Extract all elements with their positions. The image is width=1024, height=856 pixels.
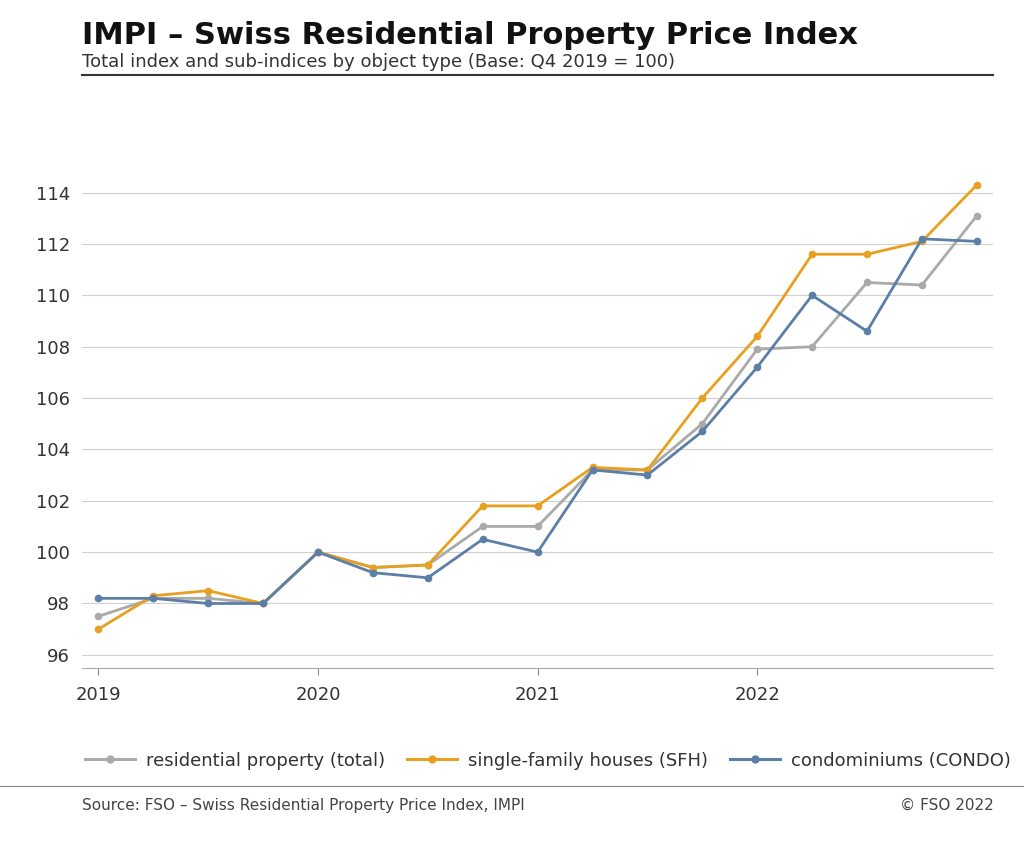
Text: © FSO 2022: © FSO 2022 bbox=[899, 798, 993, 813]
Text: IMPI – Swiss Residential Property Price Index: IMPI – Swiss Residential Property Price … bbox=[82, 21, 858, 51]
Text: Source: FSO – Swiss Residential Property Price Index, IMPI: Source: FSO – Swiss Residential Property… bbox=[82, 798, 524, 813]
Text: Total index and sub-indices by object type (Base: Q4 2019 = 100): Total index and sub-indices by object ty… bbox=[82, 53, 675, 71]
Legend: residential property (total), single-family houses (SFH), condominiums (CONDO): residential property (total), single-fam… bbox=[78, 745, 1018, 777]
